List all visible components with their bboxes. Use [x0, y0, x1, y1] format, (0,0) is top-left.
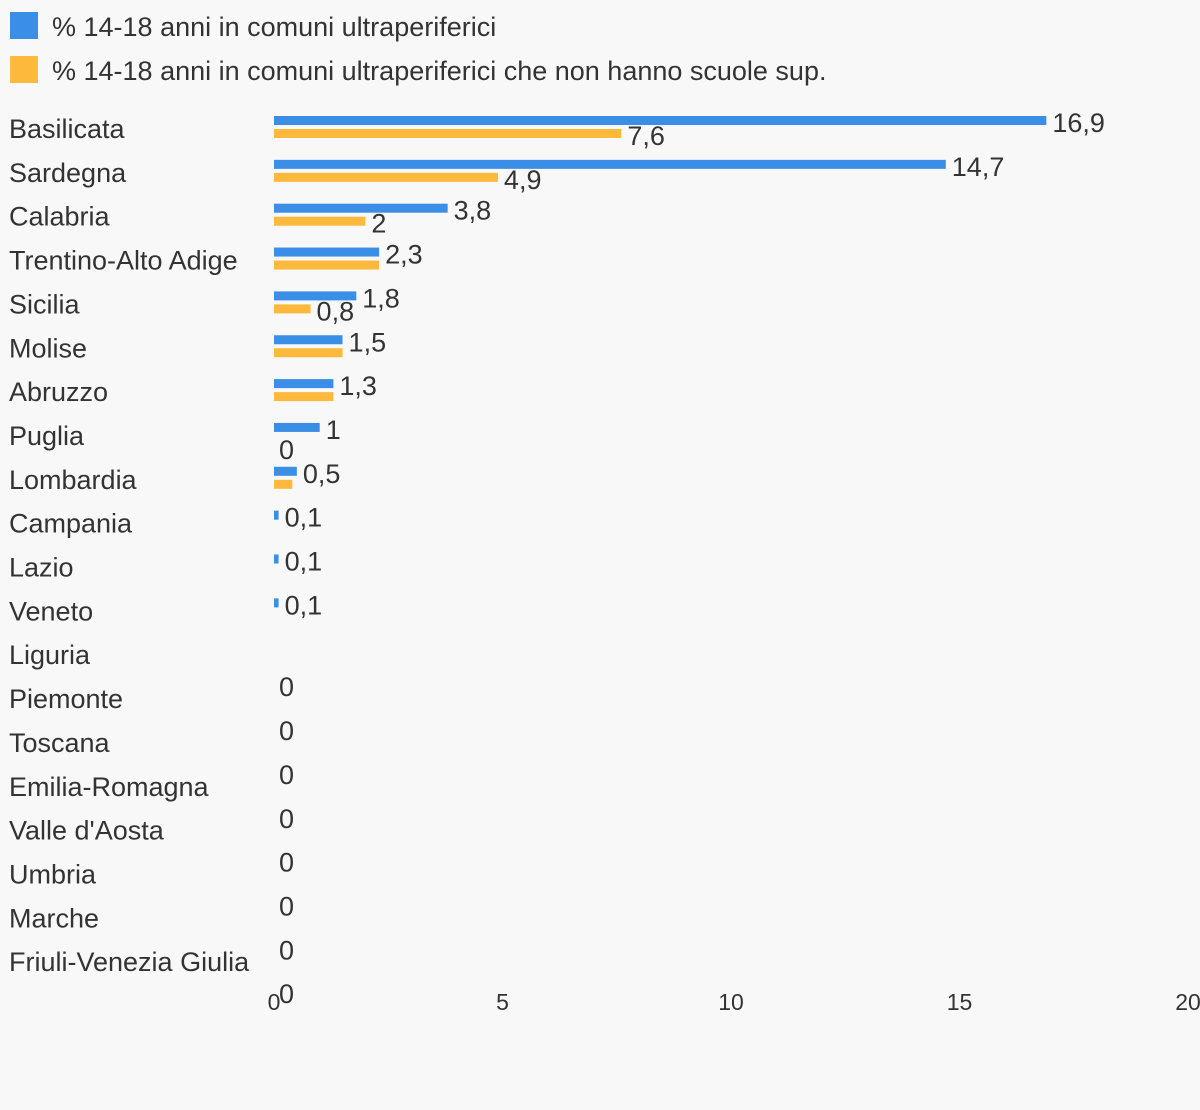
- legend-swatch-series-1: [10, 12, 38, 39]
- data-label-series-1: 1,3: [339, 371, 377, 401]
- bar-series-1: [274, 379, 334, 389]
- bar-series-1: [274, 203, 448, 213]
- data-label-series-2: 0: [279, 804, 294, 834]
- category-label: Lombardia: [9, 465, 138, 495]
- x-tick-label: 5: [496, 989, 509, 1015]
- category-label: Valle d'Aosta: [9, 816, 165, 846]
- bar-series-2: [274, 129, 622, 138]
- data-label-series-2: 0: [279, 760, 294, 790]
- bar-series-2: [274, 392, 334, 402]
- category-label: Umbria: [9, 859, 97, 889]
- bar-series-1: [274, 554, 279, 564]
- legend-swatch-series-2: [10, 56, 38, 83]
- data-label-series-2: 0: [279, 435, 294, 465]
- bar-series-2: [274, 348, 343, 358]
- data-label-series-1: 16,9: [1052, 108, 1105, 138]
- category-label: Trentino-Alto Adige: [9, 246, 238, 276]
- data-label-series-2: 0: [279, 848, 294, 878]
- data-label-series-2: 2: [371, 209, 386, 239]
- bar-series-1: [274, 247, 380, 257]
- data-label-series-2: 0,8: [317, 296, 355, 326]
- category-label: Sicilia: [9, 289, 81, 319]
- data-label-series-2: 7,6: [627, 121, 665, 151]
- data-label-series-1: 14,7: [952, 152, 1005, 182]
- x-tick-label: 20: [1175, 989, 1200, 1015]
- legend-label-series-2: % 14-18 anni in comuni ultraperiferici c…: [52, 56, 827, 86]
- data-label-series-2: 0: [279, 979, 294, 1009]
- category-label: Toscana: [9, 728, 111, 758]
- bar-series-1: [274, 291, 357, 301]
- category-label: Campania: [9, 509, 133, 539]
- bar-series-1: [274, 116, 1047, 125]
- data-label-series-2: 0: [279, 716, 294, 746]
- data-label-series-1: 0,5: [303, 459, 341, 489]
- x-tick-label: 0: [268, 989, 281, 1015]
- bar-series-1: [274, 422, 320, 432]
- category-label: Friuli-Venezia Giulia: [9, 947, 250, 977]
- bar-series-2: [274, 304, 311, 314]
- data-label-series-1: 1: [326, 415, 341, 445]
- x-tick-label: 10: [718, 989, 744, 1015]
- legend-label-series-1: % 14-18 anni in comuni ultraperiferici: [52, 12, 497, 42]
- data-label-series-1: 0,1: [285, 503, 323, 533]
- bar-series-2: [274, 260, 380, 270]
- data-label-series-1: 2,3: [385, 240, 423, 270]
- data-label-series-2: 0: [279, 891, 294, 921]
- data-label-series-2: 0: [279, 672, 294, 702]
- category-label: Piemonte: [9, 684, 123, 714]
- category-label: Basilicata: [9, 114, 126, 144]
- data-label-series-1: 1,8: [362, 283, 400, 313]
- category-label: Emilia-Romagna: [9, 772, 210, 802]
- legend-item-series-1: % 14-18 anni in comuni ultraperiferici: [10, 10, 497, 42]
- category-label: Molise: [9, 333, 87, 363]
- bar-series-1: [274, 335, 343, 345]
- data-label-series-2: 0: [279, 935, 294, 965]
- bar-series-1: [274, 510, 279, 520]
- category-label: Marche: [9, 903, 99, 933]
- category-label: Liguria: [9, 640, 91, 670]
- data-label-series-1: 1,5: [349, 327, 387, 357]
- category-label: Lazio: [9, 553, 74, 583]
- category-label: Sardegna: [9, 158, 127, 188]
- category-label: Puglia: [9, 421, 85, 451]
- category-label: Calabria: [9, 202, 111, 232]
- bar-series-1: [274, 159, 946, 169]
- data-label-series-1: 3,8: [454, 196, 492, 226]
- legend-item-series-2: % 14-18 anni in comuni ultraperiferici c…: [10, 54, 827, 86]
- bar-series-1: [274, 598, 279, 608]
- data-label-series-2: 4,9: [504, 165, 542, 195]
- data-label-series-1: 0,1: [285, 590, 323, 620]
- category-label: Veneto: [9, 596, 93, 626]
- bar-series-1: [274, 466, 297, 476]
- bar-series-2: [274, 172, 498, 182]
- data-label-series-1: 0,1: [285, 547, 323, 577]
- bar-series-2: [274, 216, 366, 226]
- x-tick-label: 15: [947, 989, 973, 1015]
- bar-series-2: [274, 479, 293, 489]
- category-label: Abruzzo: [9, 377, 108, 407]
